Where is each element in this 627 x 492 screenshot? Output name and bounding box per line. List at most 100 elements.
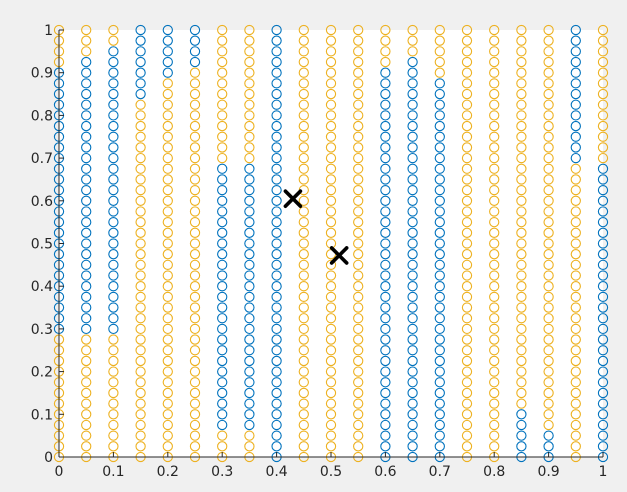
- scatter-point: [271, 46, 282, 57]
- scatter-point: [353, 206, 364, 217]
- scatter-point: [570, 195, 581, 206]
- scatter-point: [244, 281, 255, 292]
- scatter-point: [407, 35, 418, 46]
- scatter-point: [570, 67, 581, 78]
- scatter-point: [325, 35, 337, 46]
- scatter-point: [597, 216, 609, 228]
- scatter-point: [461, 88, 473, 100]
- scatter-point: [108, 430, 119, 441]
- scatter-point: [597, 56, 609, 68]
- scatter-point: [597, 142, 609, 153]
- scatter-point: [189, 313, 201, 324]
- scatter-point: [597, 88, 609, 100]
- scatter-point: [489, 323, 500, 335]
- scatter-point: [516, 227, 527, 238]
- scatter-point: [543, 152, 554, 164]
- scatter-point: [353, 334, 364, 345]
- scatter-point: [516, 174, 527, 185]
- scatter-point: [434, 249, 445, 260]
- scatter-point: [162, 355, 173, 367]
- scatter-point: [489, 430, 500, 441]
- scatter-point: [81, 131, 92, 142]
- scatter-point: [325, 302, 337, 313]
- scatter-point: [489, 152, 500, 164]
- scatter-point: [162, 152, 173, 164]
- scatter-point: [298, 419, 309, 431]
- scatter-point: [407, 334, 418, 345]
- scatter-point: [81, 35, 92, 46]
- scatter-point: [489, 366, 500, 377]
- scatter-point: [217, 387, 228, 399]
- scatter-point: [271, 238, 282, 249]
- scatter-point: [489, 195, 500, 206]
- scatter-point: [217, 238, 228, 249]
- scatter-point: [597, 259, 609, 270]
- scatter-point: [217, 24, 228, 36]
- scatter-point: [597, 110, 609, 121]
- scatter-point: [81, 419, 92, 431]
- scatter-point: [325, 387, 337, 399]
- scatter-point: [570, 334, 581, 345]
- scatter-point: [380, 387, 391, 399]
- scatter-point: [244, 163, 255, 174]
- scatter-point: [489, 334, 500, 345]
- scatter-point: [298, 291, 309, 303]
- scatter-point: [135, 323, 146, 335]
- scatter-point: [189, 206, 201, 217]
- scatter-point: [353, 131, 364, 142]
- scatter-point: [162, 46, 173, 57]
- scatter-point: [543, 291, 554, 303]
- scatter-point: [81, 334, 92, 345]
- scatter-point: [353, 430, 364, 441]
- scatter-point: [461, 142, 473, 153]
- scatter-point: [570, 249, 581, 260]
- scatter-point: [543, 174, 554, 185]
- scatter-point: [81, 281, 92, 292]
- scatter-point: [271, 88, 282, 100]
- scatter-point: [516, 110, 527, 121]
- scatter-point: [217, 334, 228, 345]
- scatter-point: [516, 195, 527, 206]
- scatter-point: [189, 281, 201, 292]
- scatter-point: [189, 291, 201, 303]
- scatter-point: [570, 227, 581, 238]
- scatter-point: [543, 377, 554, 388]
- scatter-point: [407, 419, 418, 431]
- scatter-point: [271, 99, 282, 110]
- scatter-point: [81, 227, 92, 238]
- scatter-point: [135, 281, 146, 292]
- scatter-point: [543, 334, 554, 345]
- scatter-point: [325, 78, 337, 89]
- scatter-point: [597, 184, 609, 196]
- scatter-point: [162, 377, 173, 388]
- scatter-point: [108, 206, 119, 217]
- scatter-point: [570, 120, 581, 132]
- scatter-point: [271, 334, 282, 345]
- scatter-point: [271, 270, 282, 281]
- scatter-point: [162, 163, 173, 174]
- scatter-point: [353, 291, 364, 303]
- scatter-point: [135, 291, 146, 303]
- scatter-point: [489, 409, 500, 420]
- scatter-point: [189, 216, 201, 228]
- scatter-point: [244, 67, 255, 78]
- scatter-point: [489, 131, 500, 142]
- scatter-point: [271, 163, 282, 174]
- scatter-point: [407, 195, 418, 206]
- scatter-point: [353, 35, 364, 46]
- scatter-point: [407, 67, 418, 78]
- scatter-point: [271, 78, 282, 89]
- scatter-point: [434, 259, 445, 270]
- scatter-point: [516, 430, 527, 441]
- scatter-point: [162, 206, 173, 217]
- scatter-point: [543, 366, 554, 377]
- scatter-point: [162, 430, 173, 441]
- scatter-point: [189, 366, 201, 377]
- scatter-point: [135, 313, 146, 324]
- scatter-point: [380, 313, 391, 324]
- scatter-point: [434, 110, 445, 121]
- scatter-point: [570, 270, 581, 281]
- scatter-point: [489, 184, 500, 196]
- scatter-point: [81, 67, 92, 78]
- scatter-point: [298, 430, 309, 441]
